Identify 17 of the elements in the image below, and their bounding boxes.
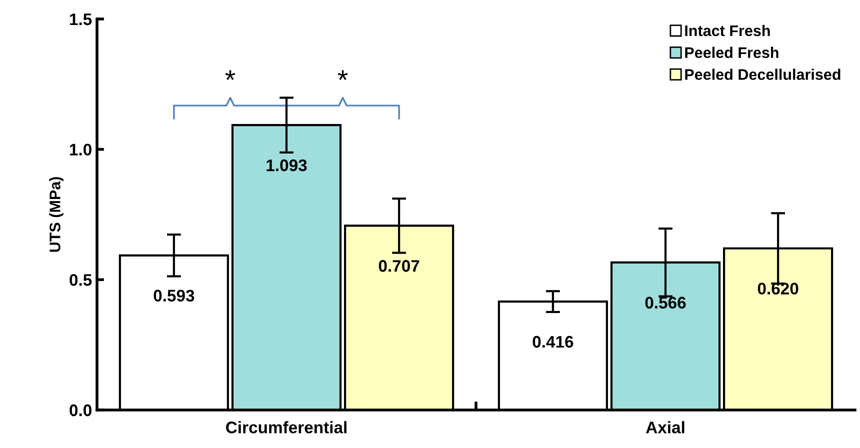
data-label: 0.707 xyxy=(378,260,420,272)
y-tick-label: 1.5 xyxy=(70,14,92,26)
y-tick-label: 0.5 xyxy=(70,274,92,286)
data-label: 0.593 xyxy=(154,290,194,302)
legend-label: Peeled Decellularised xyxy=(685,68,840,80)
y-axis-title: UTS (MPa) xyxy=(49,177,64,252)
x-tick-label: Circumferential xyxy=(226,421,346,434)
data-label: 0.566 xyxy=(645,296,686,309)
x-tick-label: Axial xyxy=(646,421,684,434)
legend-label: Peeled Fresh xyxy=(685,46,778,58)
y-tick-label: 0.0 xyxy=(70,404,92,416)
annotation: * xyxy=(338,70,348,80)
data-label: 0.416 xyxy=(532,336,574,348)
annotation: * xyxy=(225,70,236,80)
y-tick-label: 1.0 xyxy=(70,144,92,156)
legend-label: Intact Fresh xyxy=(685,24,770,36)
data-label: 1.093 xyxy=(266,159,307,172)
